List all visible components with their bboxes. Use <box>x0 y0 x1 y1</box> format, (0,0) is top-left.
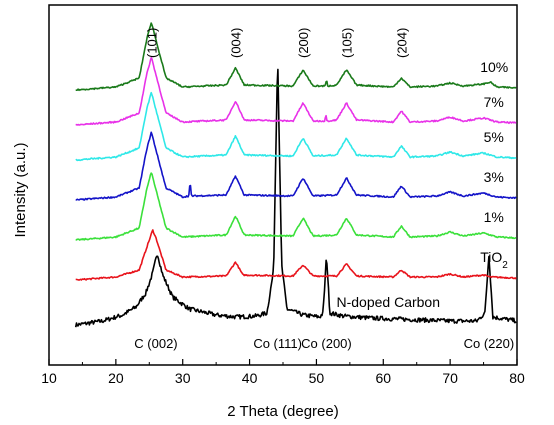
series-label: 10% <box>480 59 508 75</box>
x-tick-label: 50 <box>309 370 325 386</box>
series-line-n-doped-carbon <box>74 68 517 328</box>
series-line-5- <box>75 91 517 162</box>
peak-label: (204) <box>394 28 409 58</box>
series-label: 3% <box>484 169 504 185</box>
phase-label: Co (111) <box>253 336 302 351</box>
series-line-1- <box>75 172 517 241</box>
x-axis-title: 2 Theta (degree) <box>227 403 338 420</box>
series-label: 5% <box>484 129 504 145</box>
series-line-10- <box>75 22 517 92</box>
series-label: TiO2 <box>480 249 508 271</box>
plot-area: 10 20 30 40 50 60 70 80 10% 7% 5% 3% 1% TiO2 N-doped C… <box>41 4 525 386</box>
peak-label: (105) <box>340 28 355 58</box>
series-label: 7% <box>484 94 504 110</box>
y-axis-title: Intensity (a.u.) <box>12 142 29 237</box>
peak-label: (200) <box>296 28 311 58</box>
x-tick-label: 70 <box>442 370 458 386</box>
x-tick-label: 80 <box>509 370 525 386</box>
peak-label: (004) <box>229 28 244 58</box>
series-label: 1% <box>484 209 504 225</box>
x-tick-label: 60 <box>375 370 391 386</box>
series-line-7- <box>75 57 517 126</box>
x-tick-label: 40 <box>242 370 258 386</box>
phase-label: Co (220) <box>464 336 515 351</box>
series-label: N-doped Carbon <box>336 294 440 310</box>
series-line-3- <box>75 131 517 201</box>
x-tick-label: 30 <box>175 370 191 386</box>
plot-frame <box>48 4 518 366</box>
peak-label: (101) <box>144 28 159 58</box>
phase-label: Co (200) <box>301 336 352 351</box>
phase-label: C (002) <box>134 336 177 351</box>
series-line-tio2 <box>75 229 517 281</box>
x-tick-label: 10 <box>41 370 57 386</box>
x-tick-label: 20 <box>108 370 124 386</box>
